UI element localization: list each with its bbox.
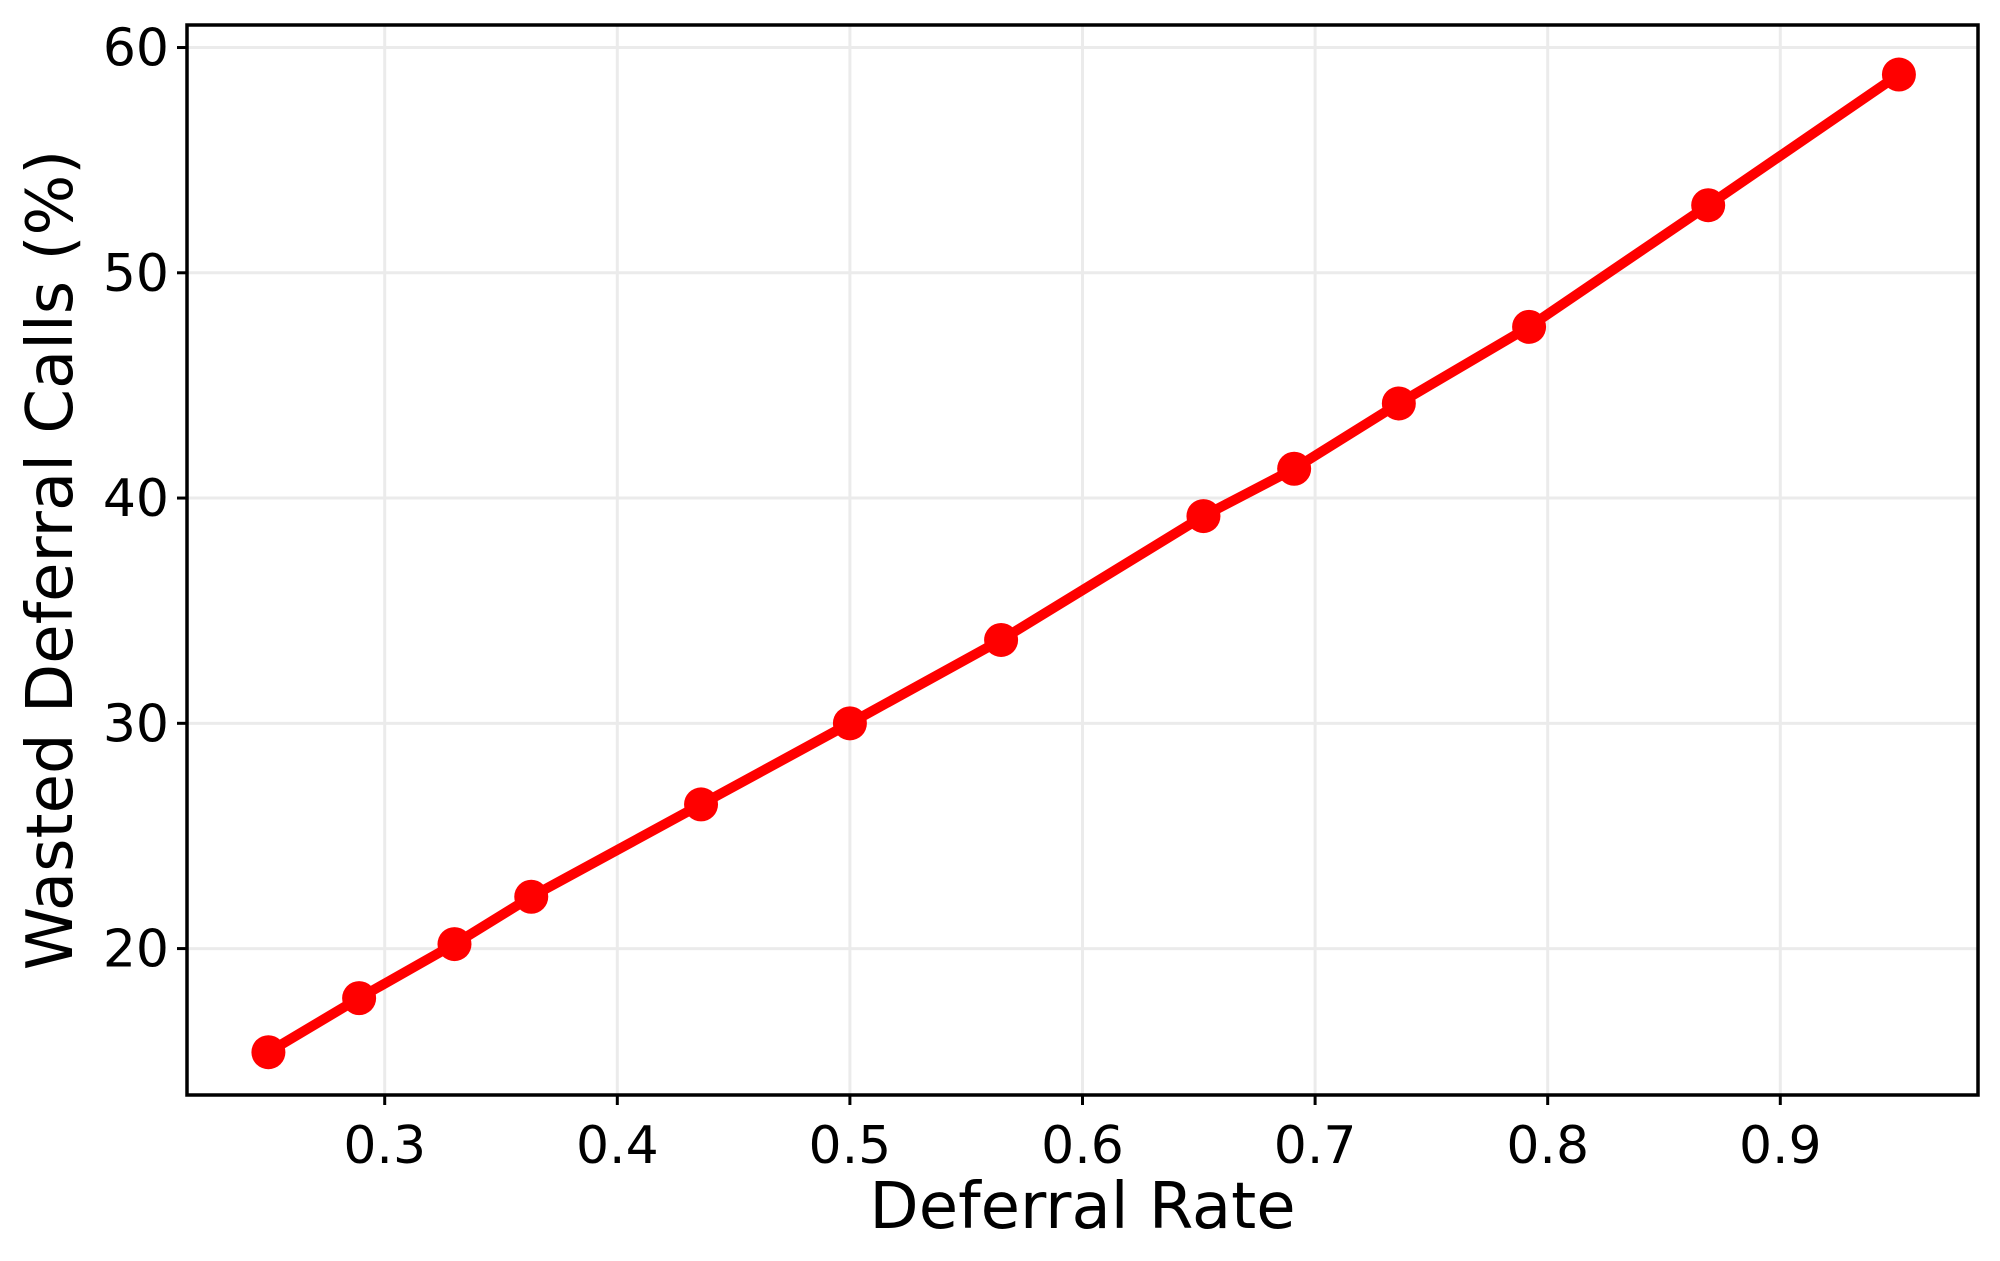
data-point: [1277, 451, 1312, 486]
x-tick-label: 0.6: [1041, 1116, 1124, 1176]
y-tick-label: 30: [103, 694, 169, 754]
y-axis-ticks: 20 30 40 50 60: [103, 19, 187, 980]
data-point: [1512, 309, 1547, 344]
x-tick-label: 0.8: [1506, 1116, 1589, 1176]
y-tick-label: 20: [103, 920, 169, 980]
data-point: [684, 787, 719, 822]
grid-lines: [187, 25, 1978, 1095]
x-tick-label: 0.9: [1739, 1116, 1822, 1176]
data-point: [1881, 57, 1916, 92]
data-point: [251, 1035, 286, 1070]
data-point: [832, 706, 867, 741]
y-axis-label: Wasted Deferral Calls (%): [14, 150, 88, 971]
x-tick-label: 0.5: [809, 1116, 892, 1176]
data-point: [984, 622, 1019, 657]
series-layer: [251, 57, 1916, 1070]
data-point: [1186, 499, 1221, 534]
x-tick-label: 0.3: [343, 1116, 426, 1176]
x-tick-label: 0.4: [576, 1116, 659, 1176]
data-point: [514, 879, 549, 914]
data-point: [342, 981, 377, 1016]
x-axis-label: Deferral Rate: [869, 1170, 1295, 1244]
y-tick-label: 60: [103, 19, 169, 79]
y-tick-label: 50: [103, 244, 169, 304]
y-tick-label: 40: [103, 469, 169, 529]
x-axis-ticks: 0.3 0.4 0.5 0.6 0.7 0.8 0.9: [343, 1095, 1822, 1176]
x-tick-label: 0.7: [1274, 1116, 1357, 1176]
data-point: [1691, 188, 1726, 223]
data-point: [1381, 386, 1416, 421]
data-point: [437, 927, 472, 962]
